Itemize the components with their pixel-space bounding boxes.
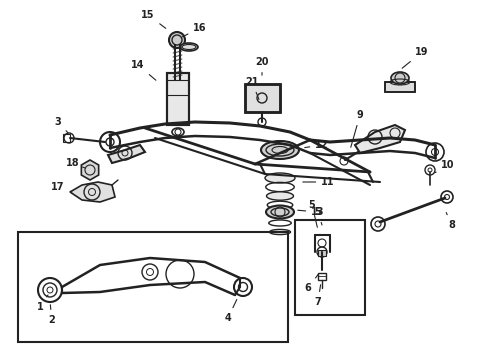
Text: 14: 14 <box>131 60 156 80</box>
Text: 7: 7 <box>315 285 321 307</box>
Bar <box>318 273 326 280</box>
Bar <box>245 84 280 112</box>
Ellipse shape <box>265 173 295 183</box>
Text: 10: 10 <box>436 160 455 172</box>
Text: 20: 20 <box>255 57 269 75</box>
Text: 6: 6 <box>305 274 318 293</box>
Bar <box>295 220 365 315</box>
Ellipse shape <box>266 206 294 219</box>
Polygon shape <box>355 125 405 153</box>
Text: 13: 13 <box>298 207 325 217</box>
Bar <box>318 250 326 256</box>
Text: 12: 12 <box>305 140 329 150</box>
Text: 19: 19 <box>402 47 429 68</box>
Bar <box>167 73 189 125</box>
Circle shape <box>169 32 185 48</box>
Bar <box>167 73 189 125</box>
Bar <box>18 232 288 342</box>
Polygon shape <box>108 145 145 163</box>
Bar <box>385 82 415 92</box>
Text: 21: 21 <box>245 77 259 99</box>
Ellipse shape <box>268 211 292 217</box>
Text: 16: 16 <box>182 23 207 37</box>
Text: 9: 9 <box>351 110 364 147</box>
Text: 5: 5 <box>309 200 318 227</box>
Text: 8: 8 <box>446 212 455 230</box>
Text: 15: 15 <box>141 10 166 28</box>
Ellipse shape <box>270 229 291 235</box>
Text: 1: 1 <box>37 295 48 312</box>
Polygon shape <box>81 160 98 180</box>
Text: 2: 2 <box>49 305 55 325</box>
Polygon shape <box>70 182 115 202</box>
Bar <box>245 84 280 112</box>
Text: 4: 4 <box>224 300 237 323</box>
Ellipse shape <box>180 43 198 51</box>
Bar <box>385 82 415 92</box>
Ellipse shape <box>391 72 409 84</box>
Text: 11: 11 <box>303 177 335 187</box>
Bar <box>63 134 70 142</box>
Text: 5: 5 <box>315 207 322 225</box>
Text: 18: 18 <box>66 158 85 168</box>
Ellipse shape <box>261 141 299 159</box>
Text: 17: 17 <box>51 182 72 192</box>
Ellipse shape <box>267 192 294 200</box>
Text: 3: 3 <box>54 117 68 133</box>
